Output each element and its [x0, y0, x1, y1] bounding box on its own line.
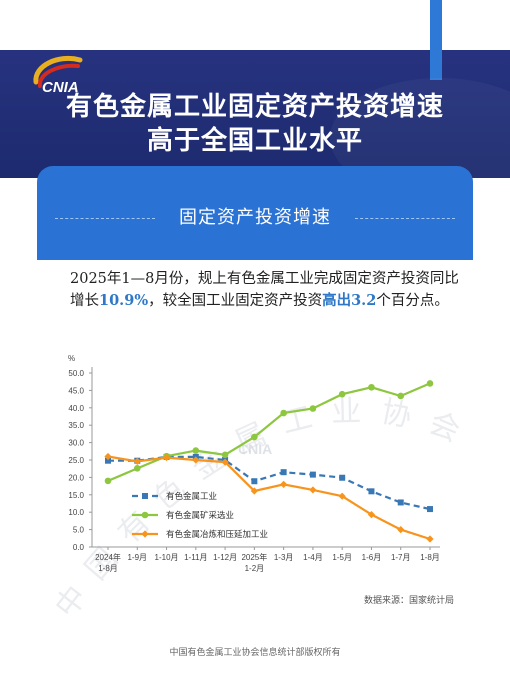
summary-paragraph: 2025年1—8月份，规上有色金属工业完成固定资产投资同比增长10.9%，较全国… — [70, 268, 470, 312]
header-banner: CNIA 有色金属工业固定资产投资增速 高于全国工业水平 — [0, 0, 510, 178]
data-point — [338, 390, 346, 398]
page-title-line1: 有色金属工业固定资产投资增速 — [65, 92, 444, 122]
legend-marker — [141, 530, 149, 538]
dash-divider-right — [355, 218, 455, 219]
data-point — [104, 477, 112, 485]
data-point — [368, 488, 375, 495]
section-card: 固定资产投资增速 — [37, 166, 473, 260]
data-point — [427, 506, 433, 513]
series-line-1 — [107, 382, 431, 482]
x-tick-label: 1-8月 — [420, 553, 440, 562]
data-point — [192, 456, 200, 464]
data-point — [280, 480, 288, 488]
x-tick-label: 1-12月 — [213, 553, 237, 562]
data-point — [367, 511, 376, 519]
x-tick-label: 1-4月 — [303, 553, 323, 562]
y-tick-label: 40.0 — [68, 404, 84, 413]
x-tick-label: 1-9月 — [127, 553, 147, 562]
x-tick-label: 1-6月 — [362, 553, 382, 562]
page-title-line2: 高于全国工业水平 — [146, 126, 363, 156]
section-title: 固定资产投资增速 — [179, 207, 331, 228]
y-tick-label: 50.0 — [68, 369, 84, 378]
y-tick-label: 5.0 — [73, 526, 85, 535]
x-tick-label: 2025年 — [241, 552, 267, 562]
data-source: 数据来源：国家统计局 — [363, 595, 454, 605]
summary-text-1: 2025年1—8月份，规上有色金属工业完成固定资产投资同比增长 — [70, 271, 459, 309]
data-point — [397, 499, 404, 506]
cnia-logo: CNIA — [33, 56, 83, 96]
legend-marker — [141, 511, 149, 519]
summary-text-2: ，较全国工业固定资产投资 — [148, 293, 323, 309]
data-point — [280, 469, 287, 476]
data-point — [397, 526, 405, 534]
investment-growth-chart: % 0.0 5.0 10.0 15.0 20.0 25.0 30.0 35.0 40.0 45.0 5… — [68, 354, 440, 573]
data-point — [426, 380, 434, 387]
legend-label-2: 有色金属冶炼和压延加工业 — [166, 529, 268, 539]
data-point — [309, 405, 317, 412]
growth-highlight: 10.9% — [99, 292, 149, 309]
x-tick-label: 1-5月 — [332, 553, 352, 562]
data-point — [221, 451, 229, 459]
data-point — [339, 474, 346, 481]
y-axis-label: % — [68, 354, 75, 363]
logo-text: CNIA — [42, 79, 79, 96]
y-tick-label: 35.0 — [68, 421, 84, 430]
gap-highlight: 高出3.2 — [322, 292, 377, 309]
data-point — [280, 409, 287, 417]
y-tick-label: 45.0 — [68, 386, 84, 395]
data-point — [309, 471, 316, 478]
data-point — [105, 457, 111, 464]
y-tick-label: 0.0 — [73, 543, 85, 552]
accent-bar — [430, 0, 442, 80]
x-tick-label: 1-8月 — [98, 564, 118, 573]
summary-text-3: 个百分点。 — [376, 293, 449, 309]
data-point — [397, 392, 405, 400]
x-tick-label: 1-2月 — [245, 564, 265, 573]
x-tick-label: 1-11月 — [184, 553, 207, 562]
x-tick-label: 1-7月 — [391, 553, 411, 562]
data-point — [192, 447, 200, 454]
data-point — [251, 433, 258, 441]
x-tick-label: 1-3月 — [274, 553, 294, 562]
y-tick-label: 25.0 — [68, 456, 84, 465]
series-line-2 — [107, 455, 431, 541]
data-point — [251, 478, 258, 485]
top-white-band — [0, 0, 510, 50]
dash-divider-left — [55, 218, 155, 219]
x-tick-label: 2024年 — [95, 552, 121, 562]
legend-marker — [142, 493, 148, 499]
data-point — [309, 486, 317, 494]
legend-label-0: 有色金属工业 — [166, 491, 217, 501]
y-tick-label: 10.0 — [68, 508, 84, 517]
y-tick-label: 15.0 — [68, 491, 84, 500]
x-tick-label: 1-10月 — [155, 553, 179, 562]
data-point — [133, 465, 141, 472]
legend-label-1: 有色金属矿采选业 — [166, 510, 234, 520]
y-tick-label: 30.0 — [68, 439, 84, 448]
data-point — [426, 535, 434, 543]
copyright-footer: 中国有色金属工业协会信息统计部版权所有 — [169, 647, 341, 657]
series-line-0 — [108, 455, 431, 511]
data-point — [368, 383, 375, 391]
y-tick-label: 20.0 — [68, 473, 84, 482]
